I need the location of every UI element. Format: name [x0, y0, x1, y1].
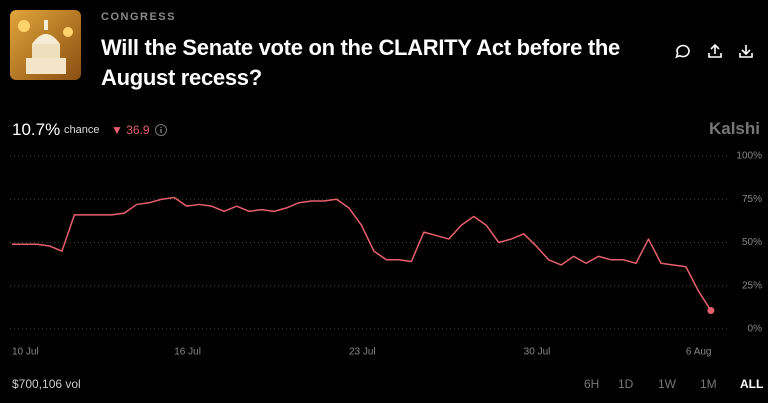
range-button[interactable]: 1W — [658, 377, 676, 391]
x-tick-label: 6 Aug — [686, 347, 712, 358]
volume: $700,106 vol — [12, 377, 81, 391]
y-tick-label: 50% — [742, 237, 762, 248]
chance-label: chance — [64, 124, 100, 136]
y-tick-label: 75% — [742, 194, 762, 205]
x-tick-label: 23 Jul — [349, 347, 376, 358]
change: ▼ 36.9 — [111, 123, 150, 137]
range-button[interactable]: 1D — [618, 377, 634, 391]
x-tick-label: 30 Jul — [524, 347, 551, 358]
change-symbol: ▼ — [111, 123, 123, 137]
range-button[interactable]: 1M — [700, 377, 717, 391]
y-tick-label: 0% — [748, 324, 763, 335]
comment-button[interactable] — [675, 44, 690, 59]
price-line — [12, 196, 712, 311]
y-tick-label: 25% — [742, 280, 762, 291]
actions — [675, 43, 753, 59]
download-button[interactable] — [739, 45, 753, 58]
range-button[interactable]: ALL — [740, 377, 764, 391]
chart: 0% 25% 50% 75% 100% 10 Jul 16 Jul 23 Jul 30 Jul 6… — [10, 151, 763, 358]
market-icon — [10, 10, 81, 80]
range-button[interactable]: 6H — [584, 377, 600, 391]
x-tick-label: 16 Jul — [174, 347, 201, 358]
change-value: 36.9 — [126, 123, 150, 137]
y-tick-label: 100% — [736, 151, 762, 162]
x-tick-label: 10 Jul — [12, 347, 39, 358]
share-button[interactable] — [708, 43, 722, 58]
current-point — [707, 306, 715, 314]
market-title: Will the Senate vote on the CLARITY Act … — [101, 35, 620, 90]
brand: Kalshi — [708, 119, 760, 138]
chance-value: 10.7% — [12, 120, 61, 139]
info-icon[interactable] — [154, 123, 168, 137]
category: CONGRESS — [101, 11, 176, 23]
